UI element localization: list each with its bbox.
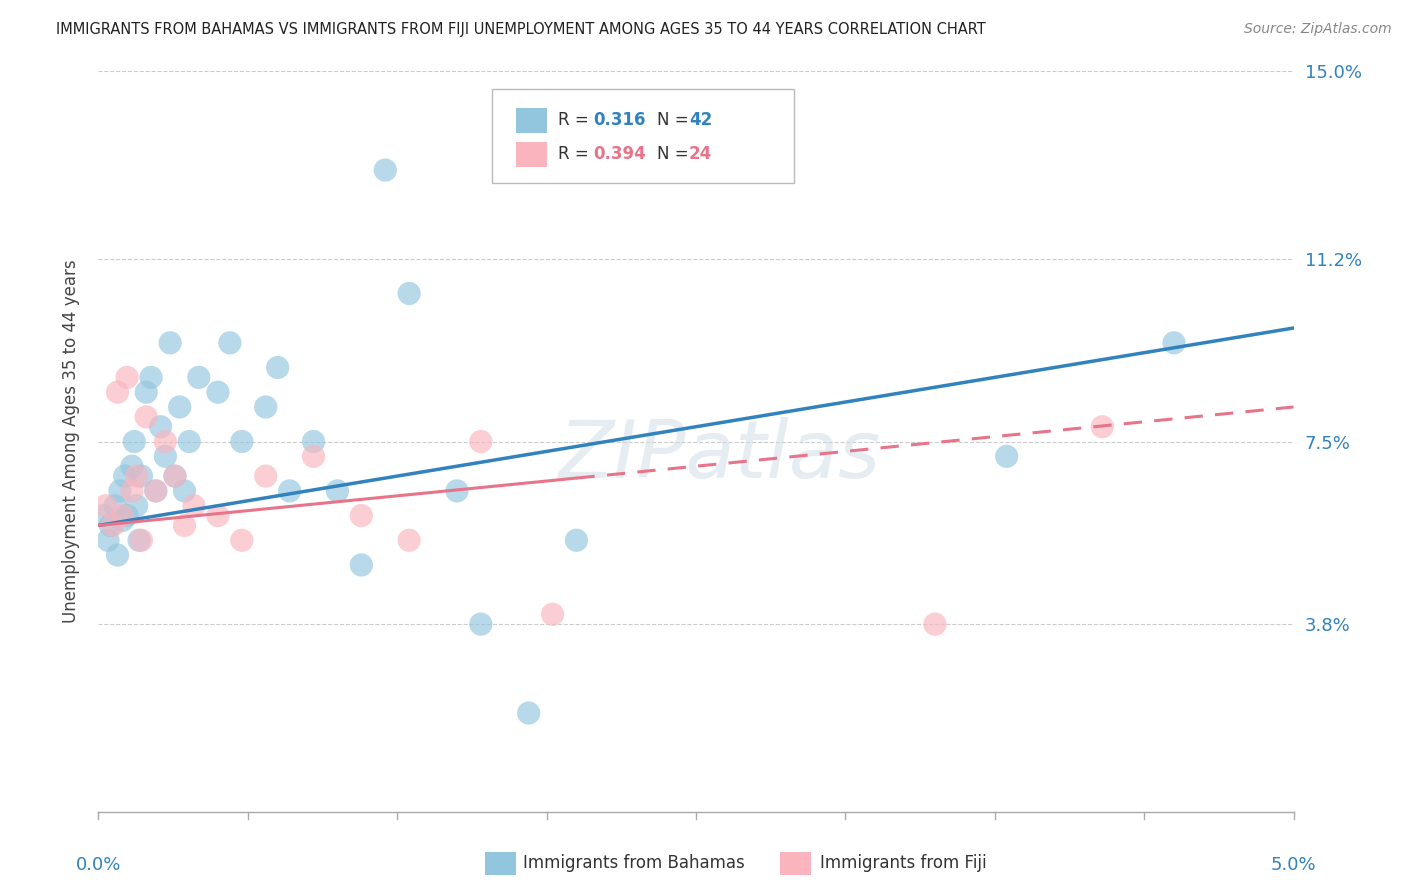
Point (124, 434, 146, 449)
Text: Immigrants from Fiji: Immigrants from Fiji (820, 855, 987, 872)
Point (91, 508, 114, 523)
Point (111, 514, 134, 528)
Point (350, 558, 373, 572)
Text: 0.0%: 0.0% (76, 856, 121, 874)
Point (135, 409, 157, 424)
Point (470, 617, 492, 632)
Text: IMMIGRANTS FROM BAHAMAS VS IMMIGRANTS FROM FIJI UNEMPLOYMENT AMONG AGES 35 TO 44: IMMIGRANTS FROM BAHAMAS VS IMMIGRANTS FR… (56, 22, 986, 37)
Point (267, 360, 290, 375)
Point (115, 508, 138, 523)
Point (169, 400, 191, 414)
Point (470, 434, 492, 449)
Text: 24: 24 (689, 145, 713, 163)
Point (278, 483, 301, 498)
Point (131, 533, 153, 548)
Point (159, 335, 181, 350)
Text: R =: R = (558, 145, 595, 163)
Point (398, 286, 420, 301)
Point (163, 469, 186, 483)
Point (446, 483, 468, 498)
Point (231, 533, 253, 548)
Point (104, 499, 127, 513)
Text: N =: N = (657, 145, 693, 163)
Point (173, 483, 195, 498)
Point (187, 370, 209, 384)
Text: Immigrants from Bahamas: Immigrants from Bahamas (523, 855, 745, 872)
Point (121, 459, 143, 474)
Point (541, 607, 564, 622)
Point (101, 518, 124, 533)
Point (114, 469, 136, 483)
Point (207, 508, 229, 523)
Point (139, 370, 162, 384)
Point (326, 483, 349, 498)
Point (128, 533, 150, 548)
Point (924, 617, 946, 632)
Point (135, 385, 157, 400)
Point (254, 469, 277, 483)
Point (219, 335, 242, 350)
Point (995, 450, 1018, 464)
Point (163, 469, 186, 483)
Point (155, 450, 177, 464)
Point (565, 533, 588, 548)
Point (374, 163, 396, 178)
Y-axis label: Unemployment Among Ages 35 to 44 years: Unemployment Among Ages 35 to 44 years (62, 260, 80, 624)
Point (115, 370, 138, 384)
Point (149, 419, 172, 434)
Text: 0.394: 0.394 (593, 145, 647, 163)
Text: 5.0%: 5.0% (1271, 856, 1316, 874)
Point (107, 385, 129, 400)
Point (131, 469, 153, 483)
Point (155, 434, 177, 449)
Point (94, 499, 117, 513)
Point (1163, 335, 1185, 350)
Point (108, 483, 131, 498)
Point (121, 483, 143, 498)
Text: 42: 42 (689, 112, 713, 129)
Text: Source: ZipAtlas.com: Source: ZipAtlas.com (1244, 22, 1392, 37)
Text: N =: N = (657, 112, 693, 129)
Point (98, 518, 122, 533)
Point (145, 483, 167, 498)
Point (302, 434, 325, 449)
Point (111, 508, 134, 523)
Point (173, 518, 195, 533)
Point (145, 483, 167, 498)
Text: ZIPatlas: ZIPatlas (558, 417, 882, 495)
Point (207, 385, 229, 400)
Point (517, 706, 540, 720)
Point (398, 533, 420, 548)
Point (107, 548, 129, 562)
Point (231, 434, 253, 449)
Point (97, 533, 120, 548)
Point (254, 400, 277, 414)
Point (125, 469, 148, 483)
Point (125, 499, 148, 513)
Text: 0.316: 0.316 (593, 112, 645, 129)
Point (350, 508, 373, 523)
Point (1091, 419, 1114, 434)
Point (179, 434, 201, 449)
Point (302, 450, 325, 464)
Text: R =: R = (558, 112, 595, 129)
Point (183, 499, 205, 513)
